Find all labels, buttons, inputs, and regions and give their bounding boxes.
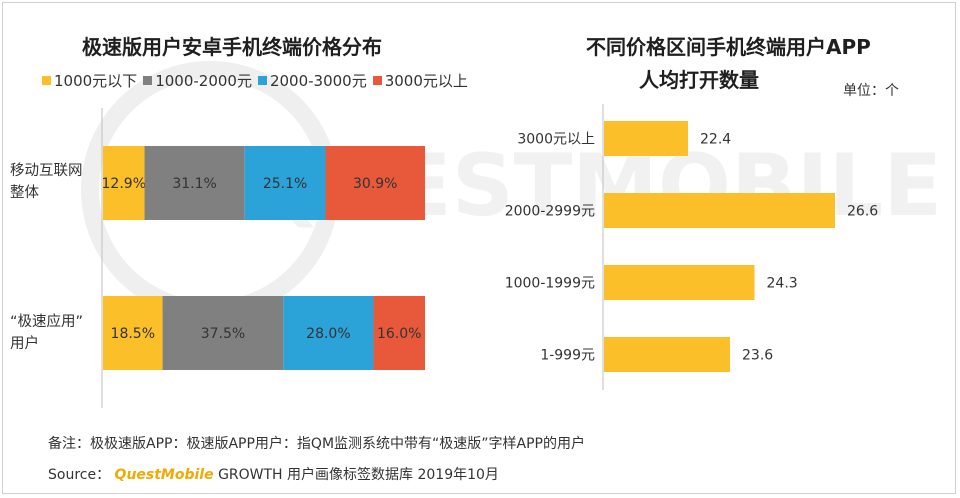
data-label: 23.6 <box>742 348 773 364</box>
source-brand: QuestMobile <box>114 467 214 483</box>
bar <box>604 265 755 300</box>
legend-label: 2000-3000元 <box>269 72 367 90</box>
category-label: 3000元以上 <box>517 132 595 148</box>
stacked-bar-segment <box>283 296 374 370</box>
data-label: 31.1% <box>172 176 216 192</box>
data-label: 16.0% <box>377 326 421 342</box>
bar <box>604 121 688 156</box>
legend-swatch <box>143 76 153 85</box>
left-category-label-1: “极速应用” 用户 <box>10 311 83 355</box>
legend-item-2000-3000: 2000-3000元 <box>257 70 367 91</box>
stacked-bar-segment <box>103 146 145 220</box>
legend-swatch <box>257 76 267 85</box>
legend-swatch <box>42 76 51 85</box>
category-label-line: 移动互联网 <box>10 163 83 179</box>
legend-item-under-1000: 1000元以下 <box>42 70 137 91</box>
data-label: 37.5% <box>201 326 245 342</box>
category-label-line: 整体 <box>10 185 39 201</box>
legend-item-over-3000: 3000元以上 <box>372 70 468 91</box>
source-line: Source： QuestMobile GROWTH 用户画像标签数据库 201… <box>48 464 499 484</box>
data-label: 18.5% <box>111 326 155 342</box>
data-label: 28.0% <box>306 326 350 342</box>
source-rest: GROWTH 用户画像标签数据库 2019年10月 <box>218 467 499 483</box>
data-label: 30.9% <box>353 176 397 192</box>
source-prefix: Source： <box>48 467 111 483</box>
right-chart-unit: 单位：个 <box>843 83 899 99</box>
legend-swatch <box>372 76 382 85</box>
stacked-bar-segment <box>144 146 245 220</box>
bar <box>604 193 835 228</box>
legend-label: 3000元以上 <box>384 72 468 90</box>
category-label-line: “极速应用” <box>10 314 84 330</box>
category-label: 1-999元 <box>540 348 595 364</box>
data-label: 26.6 <box>847 204 878 220</box>
legend-item-1000-2000: 1000-2000元 <box>143 70 252 91</box>
right-chart-title-line2: 人均打开数量 <box>639 68 759 92</box>
legend-label: 1000元以下 <box>54 72 138 90</box>
footnote: 备注：极极速版APP：极速版APP用户：指QM监测系统中带有“极速版”字样APP… <box>48 436 585 452</box>
right-chart-title-line1: 不同价格区间手机终端用户APP <box>586 35 871 59</box>
stacked-bar-segment <box>103 296 163 370</box>
category-label-line: 用户 <box>10 336 39 352</box>
data-label: 12.9% <box>102 176 146 192</box>
stacked-bar-segment <box>325 146 425 220</box>
data-label: 22.4 <box>700 132 731 148</box>
legend-label: 1000-2000元 <box>155 72 252 90</box>
stacked-bar-segment <box>244 146 326 220</box>
stacked-bar-segment <box>373 296 425 370</box>
category-label: 2000-2999元 <box>505 204 595 220</box>
left-category-label-0: 移动互联网 整体 <box>10 160 83 204</box>
left-chart-legend: 1000元以下 1000-2000元 2000-3000元 3000元以上 <box>42 70 474 91</box>
stacked-bar-segment <box>162 296 284 370</box>
data-label: 24.3 <box>767 276 798 292</box>
data-label: 25.1% <box>263 176 307 192</box>
left-chart-title: 极速版用户安卓手机终端价格分布 <box>82 35 382 59</box>
category-label: 1000-1999元 <box>505 276 595 292</box>
bar <box>604 337 730 372</box>
